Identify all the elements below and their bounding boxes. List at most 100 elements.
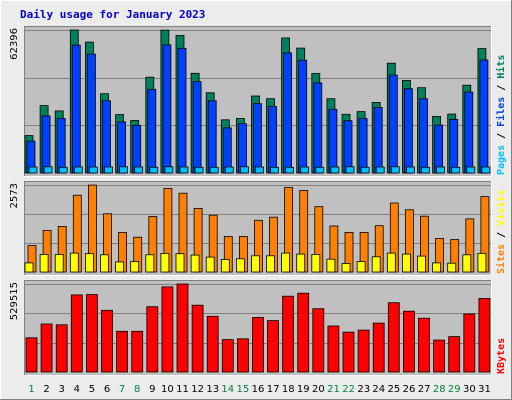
day-label-19: 19 [297, 384, 310, 395]
bar-sites-day-29 [447, 262, 457, 273]
day-label-5: 5 [89, 384, 95, 395]
series-kbytes [25, 283, 491, 373]
bar-sites-day-15 [235, 258, 245, 273]
bar-kbytes-day-11 [176, 283, 189, 373]
bar-pages-day-22 [345, 166, 355, 174]
bar-kbytes-day-6 [101, 309, 113, 373]
bar-pages-day-29 [451, 166, 461, 174]
side-legend: KBytes [496, 338, 507, 374]
day-label-26: 26 [403, 384, 416, 395]
side-legend-part: KBytes [496, 338, 507, 374]
bar-files-day-23 [358, 118, 368, 174]
bar-pages-day-14 [224, 166, 234, 174]
bar-kbytes-day-20 [312, 308, 325, 373]
bar-pages-day-3 [58, 166, 68, 174]
y-max-label: 529515 [9, 282, 20, 320]
bar-sites-day-20 [311, 253, 321, 273]
bar-files-day-8 [132, 124, 142, 174]
day-label-12: 12 [191, 384, 204, 395]
bar-kbytes-day-16 [252, 317, 264, 373]
day-label-7: 7 [119, 384, 125, 395]
bar-kbytes-day-13 [206, 315, 219, 373]
day-label-23: 23 [357, 384, 370, 395]
bar-kbytes-day-7 [116, 330, 128, 373]
side-legend: Pages / Files / Hits [495, 55, 507, 175]
bar-files-day-19 [298, 59, 308, 174]
day-label-2: 2 [43, 384, 49, 395]
bar-sites-day-25 [386, 252, 396, 273]
bar-files-day-2 [41, 115, 51, 174]
bar-files-day-14 [222, 127, 232, 174]
bar-kbytes-day-17 [267, 320, 279, 373]
day-label-10: 10 [161, 384, 174, 395]
bar-files-day-25 [388, 74, 398, 174]
day-label-25: 25 [388, 384, 401, 395]
bar-kbytes-day-22 [342, 331, 355, 373]
panel-visits-sites: 2573 Sites / Visits [9, 181, 507, 276]
bar-files-day-20 [313, 82, 323, 174]
bar-sites-day-18 [281, 252, 291, 273]
side-legend-part: Sites [495, 244, 507, 274]
day-label-14: 14 [221, 384, 234, 395]
bar-sites-day-14 [220, 259, 230, 273]
bar-files-day-16 [253, 103, 262, 174]
day-label-27: 27 [418, 384, 431, 395]
bar-sites-day-27 [417, 255, 426, 273]
day-label-22: 22 [342, 384, 355, 395]
chart-title: Daily usage for January 2023 [20, 8, 205, 21]
bar-pages-day-24 [375, 166, 385, 174]
bar-kbytes-day-27 [418, 317, 430, 373]
bar-sites-day-8 [130, 261, 140, 273]
bar-sites-day-16 [251, 255, 260, 273]
day-labels: 1 2 3 4 5 6 7 8 9 10 11 12 13 14 15 16 17 18 19 20 21 22 23 24 2… [28, 384, 491, 395]
bar-files-day-17 [268, 106, 277, 174]
day-label-1: 1 [28, 384, 34, 395]
bar-sites-day-2 [39, 253, 49, 273]
bar-pages-day-2 [43, 166, 53, 174]
bar-sites-day-1 [24, 262, 34, 273]
bar-sites-day-4 [69, 252, 79, 273]
bar-kbytes-day-21 [327, 325, 340, 373]
bar-files-day-5 [87, 53, 96, 174]
day-label-4: 4 [74, 384, 80, 395]
day-label-16: 16 [252, 384, 265, 395]
side-legend-part: / [496, 127, 507, 145]
bar-sites-day-7 [115, 261, 124, 273]
bar-files-day-24 [373, 107, 383, 174]
bar-files-day-10 [162, 44, 172, 174]
bar-sites-day-9 [145, 254, 155, 273]
bar-sites-day-31 [477, 252, 487, 273]
bar-pages-day-10 [164, 166, 174, 174]
bar-kbytes-day-5 [86, 294, 98, 373]
bar-kbytes-day-29 [448, 336, 461, 373]
y-max-label: 62396 [9, 28, 20, 60]
bar-kbytes-day-15 [236, 338, 249, 373]
bar-sites-day-23 [356, 261, 366, 273]
bar-pages-day-15 [239, 166, 249, 174]
side-legend-part: Hits [495, 55, 507, 79]
bar-sites-day-17 [266, 255, 275, 273]
day-label-28: 28 [433, 384, 446, 395]
bar-pages-day-16 [255, 166, 264, 174]
day-label-17: 17 [267, 384, 280, 395]
bar-files-day-21 [328, 108, 338, 174]
bar-kbytes-day-31 [478, 297, 491, 373]
day-label-11: 11 [176, 384, 189, 395]
bar-sites-day-13 [205, 256, 215, 273]
day-label-3: 3 [59, 384, 65, 395]
series-visits [27, 184, 490, 273]
bar-files-day-26 [403, 88, 413, 174]
y-max-label: 2573 [9, 183, 20, 208]
day-label-30: 30 [463, 384, 476, 395]
day-label-18: 18 [282, 384, 295, 395]
bar-pages-day-18 [285, 166, 295, 174]
bar-sites-day-28 [432, 262, 442, 273]
bar-files-day-4 [71, 44, 81, 174]
bar-sites-day-19 [296, 253, 306, 273]
day-label-15: 15 [237, 384, 250, 395]
side-legend: Sites / Visits [495, 190, 507, 274]
bar-kbytes-day-9 [146, 306, 159, 373]
bar-files-day-28 [434, 124, 444, 174]
day-label-6: 6 [104, 384, 110, 395]
